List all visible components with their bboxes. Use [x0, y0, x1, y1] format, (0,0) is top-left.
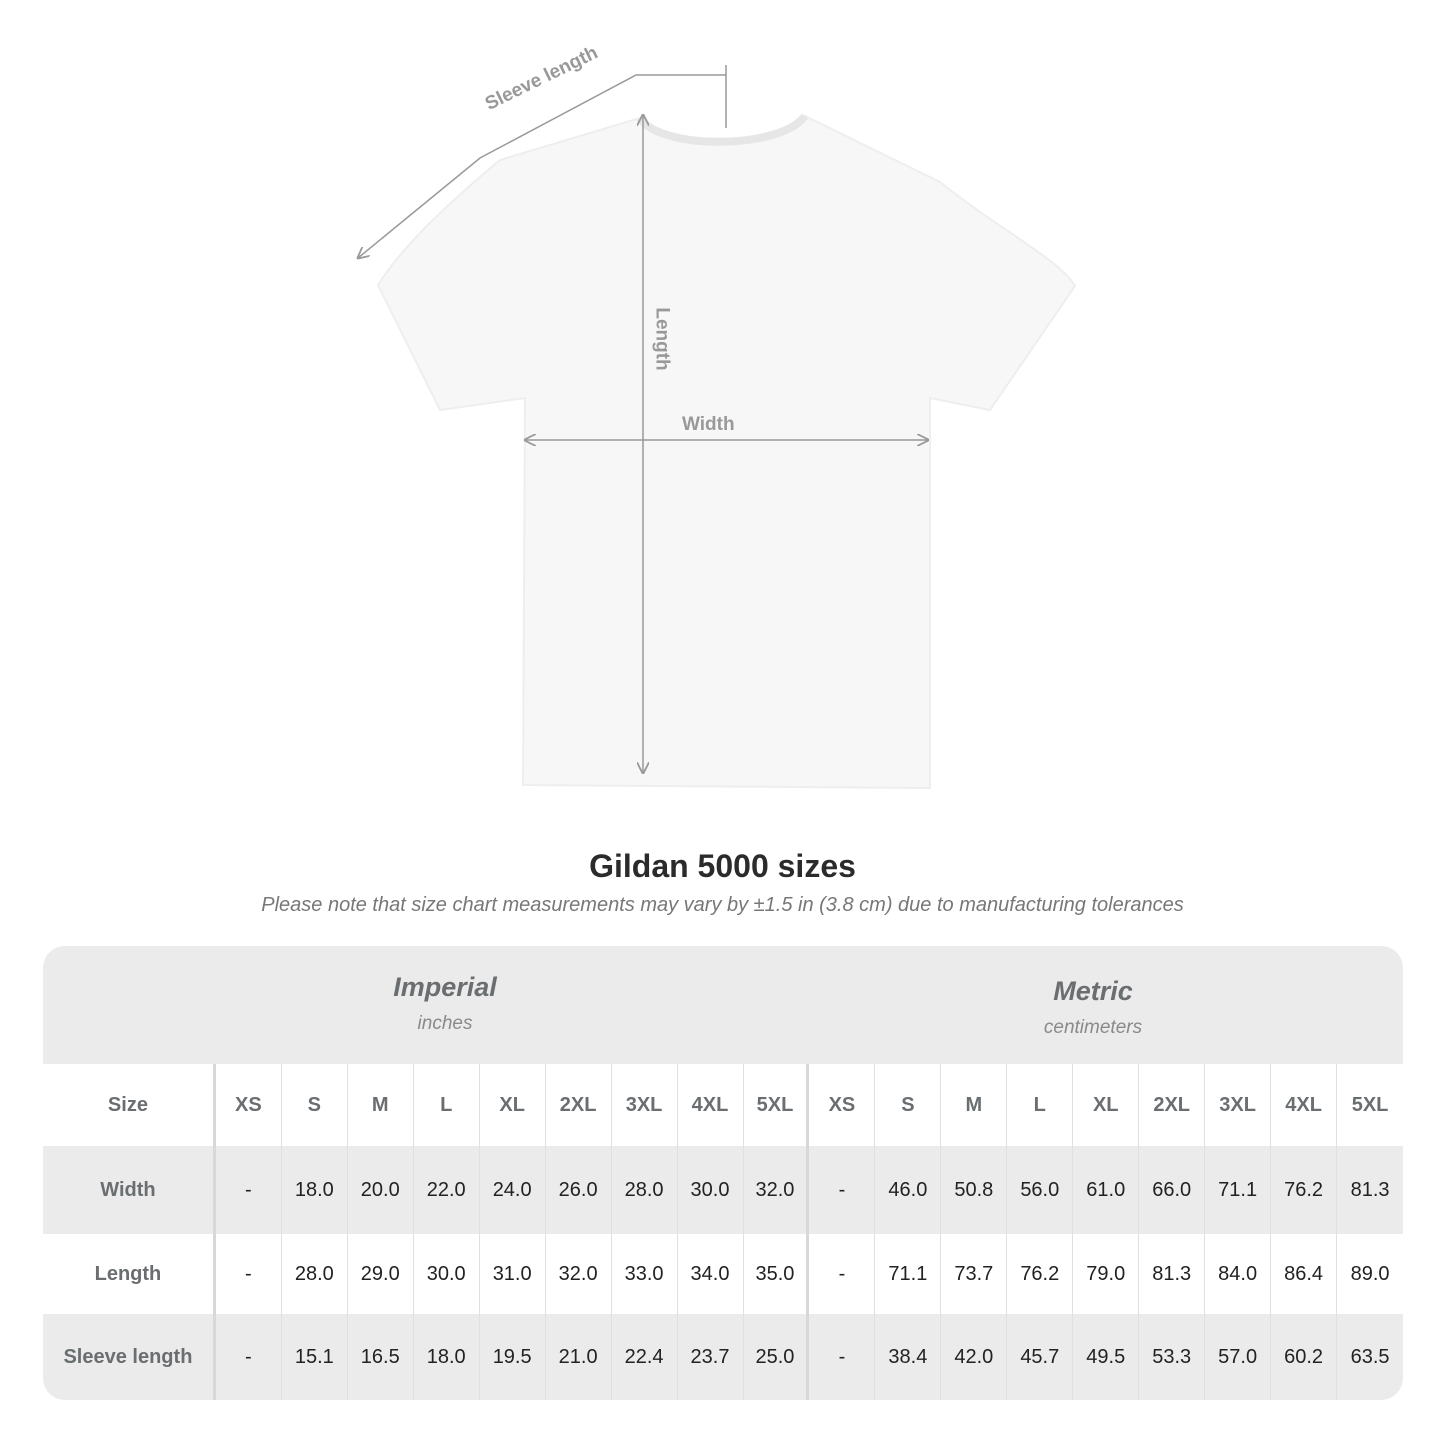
imperial-value: 30.0 — [678, 1146, 744, 1234]
metric-value: 61.0 — [1073, 1146, 1140, 1234]
imperial-value: 18.0 — [414, 1314, 480, 1400]
imperial-value: - — [216, 1234, 282, 1314]
table-row: Width -18.0 20.0 22.0 24.0 26.0 28.0 30.0 32.0-4… — [43, 1146, 1403, 1234]
metric-size-2xl: 2XL — [1139, 1064, 1206, 1146]
metric-size-m: M — [941, 1064, 1008, 1146]
metric-value: 42.0 — [941, 1314, 1008, 1400]
metric-value: 79.0 — [1073, 1234, 1140, 1314]
metric-value: 53.3 — [1139, 1314, 1206, 1400]
sleeve-line — [358, 74, 726, 258]
metric-value: 38.4 — [875, 1314, 942, 1400]
metric-size-xl: XL — [1073, 1064, 1140, 1146]
imperial-size-4xl: 4XL — [678, 1064, 744, 1146]
imperial-size-5xl: 5XL — [744, 1064, 810, 1146]
length-label: Length — [651, 307, 673, 371]
table-row: Length -28.0 29.0 30.0 31.0 32.0 33.0 34.0 35.0-… — [43, 1234, 1403, 1314]
imperial-size-xl: XL — [480, 1064, 546, 1146]
imperial-value: - — [216, 1146, 282, 1234]
metric-value: - — [809, 1314, 876, 1400]
metric-value: 49.5 — [1073, 1314, 1140, 1400]
metric-value: 89.0 — [1350, 1262, 1390, 1285]
tshirt-diagram — [0, 65, 1077, 790]
imperial-value: 30.0 — [414, 1234, 480, 1314]
imperial-header: Imperial inches — [195, 972, 695, 1035]
row-label: Sleeve length — [43, 1314, 216, 1400]
size-chart-table: Imperial inches Metric centimeters Size X… — [43, 946, 1403, 1400]
metric-value: 66.0 — [1139, 1146, 1206, 1234]
imperial-value: 23.7 — [678, 1314, 744, 1400]
table-row: Sleeve length -15.1 16.5 18.0 19.5 21.0 22.4 23… — [43, 1314, 1403, 1400]
imperial-value: 29.0 — [348, 1234, 414, 1314]
imperial-size-3xl: 3XL — [612, 1064, 678, 1146]
metric-title: Metric — [1053, 976, 1133, 1006]
imperial-size-m: M — [348, 1064, 414, 1146]
imperial-value: 22.4 — [612, 1314, 678, 1400]
imperial-size-s: S — [282, 1064, 348, 1146]
imperial-value: 34.0 — [678, 1234, 744, 1314]
metric-size-s: S — [875, 1064, 942, 1146]
metric-value: 63.5 — [1350, 1345, 1390, 1368]
metric-value: 76.2 — [1007, 1234, 1074, 1314]
imperial-value: 26.0 — [546, 1146, 612, 1234]
imperial-value: 25.0 — [744, 1314, 810, 1400]
metric-value: 76.2 — [1271, 1146, 1338, 1234]
width-label: Width — [682, 414, 735, 435]
metric-size-5xl: 5XL — [1351, 1093, 1389, 1116]
metric-value: 46.0 — [875, 1146, 942, 1234]
page-title: Gildan 5000 sizes — [589, 848, 856, 884]
imperial-size-xs: XS — [216, 1064, 282, 1146]
size-header-row: Size XS S M L XL 2XL 3XL 4XL 5XL XS S M L XL 2XL 3XL 4XL 5… — [43, 1064, 1403, 1146]
imperial-unit: inches — [417, 1013, 473, 1034]
metric-size-4xl: 4XL — [1271, 1064, 1338, 1146]
metric-header: Metric centimeters — [843, 976, 1343, 1039]
tshirt-shape — [376, 114, 1077, 790]
metric-size-3xl: 3XL — [1205, 1064, 1272, 1146]
imperial-value: 18.0 — [282, 1146, 348, 1234]
imperial-value: 28.0 — [282, 1234, 348, 1314]
metric-value: 45.7 — [1007, 1314, 1074, 1400]
imperial-value: 15.1 — [282, 1314, 348, 1400]
imperial-value: 20.0 — [348, 1146, 414, 1234]
imperial-value: 32.0 — [546, 1234, 612, 1314]
imperial-value: 22.0 — [414, 1146, 480, 1234]
imperial-value: 35.0 — [744, 1234, 810, 1314]
imperial-value: - — [216, 1314, 282, 1400]
metric-value: 73.7 — [941, 1234, 1008, 1314]
metric-value: 86.4 — [1271, 1234, 1338, 1314]
metric-value: 84.0 — [1205, 1234, 1272, 1314]
row-label: Length — [43, 1234, 216, 1314]
metric-value: 60.2 — [1271, 1314, 1338, 1400]
metric-value: - — [809, 1146, 876, 1234]
metric-value: 57.0 — [1205, 1314, 1272, 1400]
imperial-value: 28.0 — [612, 1146, 678, 1234]
imperial-value: 33.0 — [612, 1234, 678, 1314]
metric-value: 81.3 — [1350, 1178, 1390, 1201]
metric-value: 71.1 — [875, 1234, 942, 1314]
metric-value: 81.3 — [1139, 1234, 1206, 1314]
size-label: Size — [43, 1064, 216, 1146]
imperial-value: 31.0 — [480, 1234, 546, 1314]
imperial-value: 21.0 — [546, 1314, 612, 1400]
imperial-value: 24.0 — [480, 1146, 546, 1234]
metric-value: 56.0 — [1007, 1146, 1074, 1234]
imperial-title: Imperial — [393, 972, 497, 1002]
imperial-value: 19.5 — [480, 1314, 546, 1400]
imperial-size-2xl: 2XL — [546, 1064, 612, 1146]
metric-value: 71.1 — [1205, 1146, 1272, 1234]
metric-unit: centimeters — [1043, 1017, 1143, 1038]
metric-value: - — [809, 1234, 876, 1314]
metric-size-l: L — [1007, 1064, 1074, 1146]
imperial-size-l: L — [414, 1064, 480, 1146]
imperial-value: 16.5 — [348, 1314, 414, 1400]
row-label: Width — [43, 1146, 216, 1234]
units-header — [43, 946, 1403, 1064]
imperial-value: 32.0 — [744, 1146, 810, 1234]
tolerance-note: Please note that size chart measurements… — [261, 894, 1184, 916]
metric-size-xs: XS — [809, 1064, 876, 1146]
metric-value: 50.8 — [941, 1146, 1008, 1234]
